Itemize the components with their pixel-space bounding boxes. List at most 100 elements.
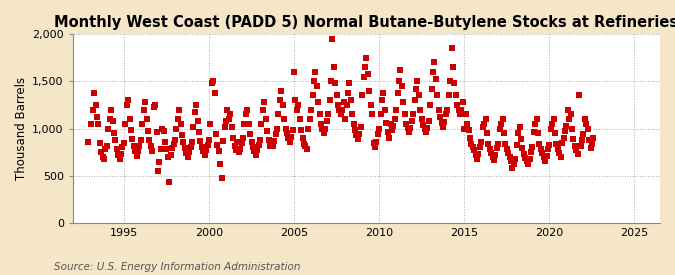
Point [177, 133, 188, 138]
Point [565, 112, 576, 117]
Point [115, 152, 126, 156]
Point [436, 121, 447, 125]
Point [396, 84, 407, 88]
Point [328, 65, 339, 69]
Point [320, 126, 331, 131]
Point [281, 131, 292, 136]
Point [464, 136, 475, 140]
Point [306, 108, 317, 112]
Point [337, 108, 348, 112]
Point [128, 143, 139, 148]
Point [477, 125, 488, 129]
Point [382, 130, 393, 134]
Point [381, 121, 392, 125]
Point [481, 131, 492, 136]
Point [217, 175, 227, 180]
Point [141, 117, 152, 121]
Point [267, 143, 278, 148]
Point [107, 119, 118, 123]
Point [529, 130, 539, 134]
Point [419, 126, 430, 131]
Point [367, 112, 377, 117]
Point [392, 90, 403, 95]
Point [185, 144, 196, 149]
Point [428, 70, 439, 74]
Point [562, 108, 573, 112]
Point [327, 37, 338, 41]
Point [514, 125, 525, 129]
Point [395, 68, 406, 72]
Point [271, 126, 282, 131]
Point [261, 117, 271, 121]
Point [398, 100, 408, 104]
Point [402, 125, 413, 130]
Point [140, 100, 151, 104]
Point [127, 137, 138, 141]
Point [196, 144, 207, 149]
Point [485, 147, 495, 152]
Point [418, 123, 429, 127]
Point [232, 140, 243, 144]
Point [109, 131, 119, 136]
Point [570, 143, 580, 148]
Point [526, 150, 537, 154]
Point [458, 100, 468, 104]
Point [524, 157, 535, 161]
Point [587, 141, 597, 146]
Point [100, 147, 111, 152]
Point [375, 112, 386, 117]
Point [341, 103, 352, 107]
Point [448, 65, 458, 69]
Point [249, 149, 260, 153]
Point [383, 136, 394, 140]
Point [389, 117, 400, 121]
Point [99, 157, 109, 161]
Point [360, 65, 371, 69]
Point [552, 147, 563, 152]
Point [522, 161, 533, 166]
Point [374, 126, 385, 131]
Point [211, 132, 221, 136]
Point [352, 137, 363, 141]
Point [426, 87, 437, 91]
Point [266, 140, 277, 144]
Point [136, 138, 146, 142]
Point [207, 81, 217, 85]
Point [460, 112, 471, 117]
Point [340, 117, 350, 121]
Point [304, 117, 315, 121]
Point [579, 117, 590, 121]
Point [194, 130, 205, 134]
Point [453, 108, 464, 112]
Point [432, 93, 443, 98]
Point [273, 112, 284, 117]
Point [456, 108, 467, 112]
Point [159, 140, 170, 144]
Point [388, 123, 399, 128]
Y-axis label: Thousand Barrels: Thousand Barrels [15, 77, 28, 180]
Point [147, 149, 158, 153]
Point [234, 150, 244, 154]
Point [518, 152, 529, 156]
Point [527, 145, 538, 150]
Point [547, 122, 558, 126]
Point [516, 137, 526, 141]
Point [405, 125, 416, 130]
Point [198, 149, 209, 153]
Point [502, 147, 512, 152]
Point [288, 128, 298, 133]
Point [409, 98, 420, 102]
Point [284, 140, 295, 144]
Point [122, 103, 132, 107]
Point [88, 90, 99, 95]
Point [204, 138, 215, 142]
Point [537, 151, 547, 155]
Point [275, 98, 286, 102]
Point [165, 153, 176, 157]
Point [401, 122, 412, 126]
Point [324, 98, 335, 102]
Point [279, 117, 290, 121]
Point [581, 122, 592, 126]
Point [157, 126, 167, 131]
Point [535, 147, 546, 152]
